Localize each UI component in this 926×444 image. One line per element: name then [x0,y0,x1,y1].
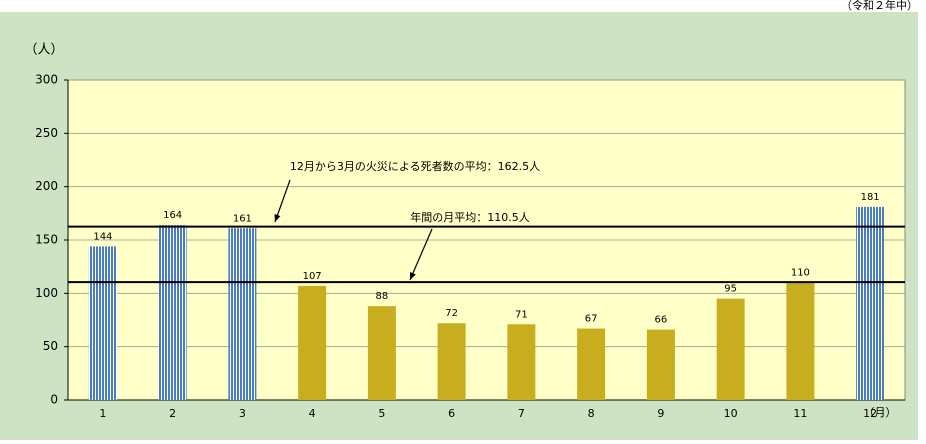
y-tick-label: 50 [43,339,58,353]
x-tick-label: 6 [448,407,455,420]
arrow-head [410,272,416,280]
bar [88,246,117,400]
value-label: 164 [163,210,182,221]
value-label: 144 [93,231,112,242]
x-tick-label: 11 [793,407,807,420]
x-tick-label: 3 [239,407,246,420]
x-unit: （月） [864,406,897,419]
x-tick-label: 10 [724,407,738,420]
x-tick-label: 1 [99,407,106,420]
bar [367,306,396,400]
bar [298,285,327,400]
bar [437,323,466,400]
x-tick-label: 4 [309,407,316,420]
period-note: （令和２年中） [841,0,918,12]
x-tick-label: 7 [518,407,525,420]
value-label: 110 [791,268,810,279]
x-tick-label: 2 [169,407,176,420]
value-label: 181 [861,192,880,203]
x-tick-label: 9 [657,407,664,420]
value-label: 95 [724,284,737,295]
value-label: 71 [515,309,528,320]
value-label: 161 [233,213,252,224]
bar [786,282,815,400]
bar [646,329,675,400]
value-label: 107 [303,271,322,282]
y-tick-label: 150 [35,233,58,247]
y-tick-label: 0 [50,393,58,407]
bar [856,206,885,400]
y-tick-label: 200 [35,179,58,193]
y-unit: （人） [24,43,63,58]
bar [158,225,187,400]
value-label: 72 [445,308,458,319]
bar [716,298,745,400]
x-tick-label: 5 [378,407,385,420]
value-label: 67 [585,314,598,325]
x-tick-label: 8 [588,407,595,420]
bar [507,324,536,400]
annotation-arrow [409,228,433,281]
y-tick-label: 300 [35,73,58,87]
x-tick-label: 12 [863,407,877,420]
annotation-arrow [274,179,291,223]
arrow-head [274,214,281,222]
bar [577,328,606,400]
value-label: 66 [655,315,668,326]
value-label: 88 [376,291,389,302]
reference-label: 年間の月平均：110.5人 [410,210,530,224]
y-tick-label: 100 [35,286,58,300]
y-tick-label: 250 [35,126,58,140]
reference-label: 12月から3月の火災による死者数の平均：162.5人 [290,160,540,173]
bar [228,228,257,400]
